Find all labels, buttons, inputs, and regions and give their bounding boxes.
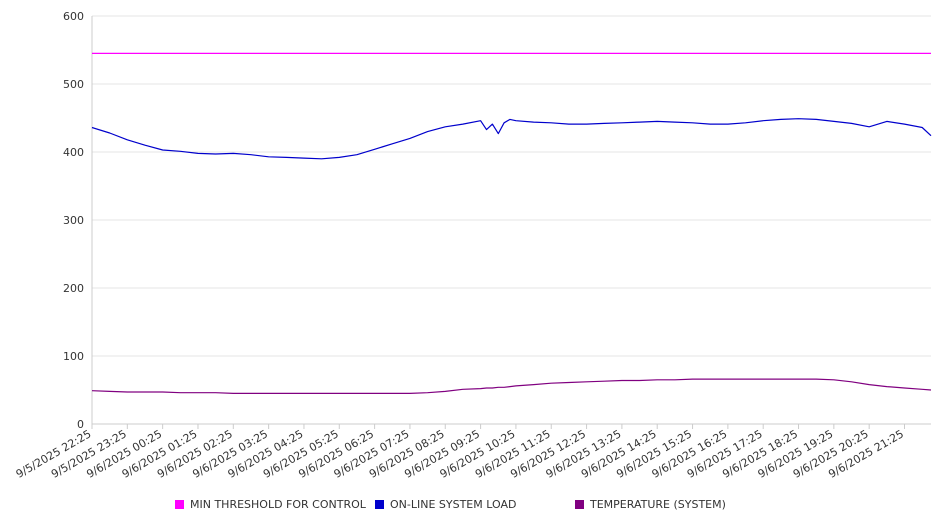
legend-label-temperature: TEMPERATURE (SYSTEM): [590, 498, 726, 511]
series-line-system-load: [91, 118, 932, 160]
y-tick-label: 0: [77, 418, 84, 431]
y-tick-label: 500: [63, 78, 84, 91]
legend-swatch-temperature: [575, 500, 584, 509]
legend: MIN THRESHOLD FOR CONTROL ON-LINE SYSTEM…: [0, 498, 946, 514]
y-tick-label: 100: [63, 350, 84, 363]
y-axis-ticks: 0 100 200 300 400 500 600: [63, 10, 84, 431]
y-tick-label: 300: [63, 214, 84, 227]
legend-label-system-load: ON-LINE SYSTEM LOAD: [390, 498, 517, 511]
legend-swatch-system-load: [375, 500, 384, 509]
y-tick-label: 400: [63, 146, 84, 159]
series-line-temperature: [91, 378, 932, 394]
y-tick-label: 600: [63, 10, 84, 23]
legend-item-min-threshold[interactable]: MIN THRESHOLD FOR CONTROL: [175, 498, 366, 511]
series-lines: [91, 52, 932, 394]
legend-swatch-min-threshold: [175, 500, 184, 509]
axes: [91, 16, 931, 425]
legend-item-system-load[interactable]: ON-LINE SYSTEM LOAD: [375, 498, 516, 511]
legend-item-temperature[interactable]: TEMPERATURE (SYSTEM): [575, 498, 726, 511]
legend-label-min-threshold: MIN THRESHOLD FOR CONTROL: [190, 498, 366, 511]
grid-lines: [92, 15, 931, 357]
x-axis-ticks: 9/5/2025 22:259/5/2025 23:259/6/2025 00:…: [14, 424, 906, 481]
y-tick-label: 200: [63, 282, 84, 295]
